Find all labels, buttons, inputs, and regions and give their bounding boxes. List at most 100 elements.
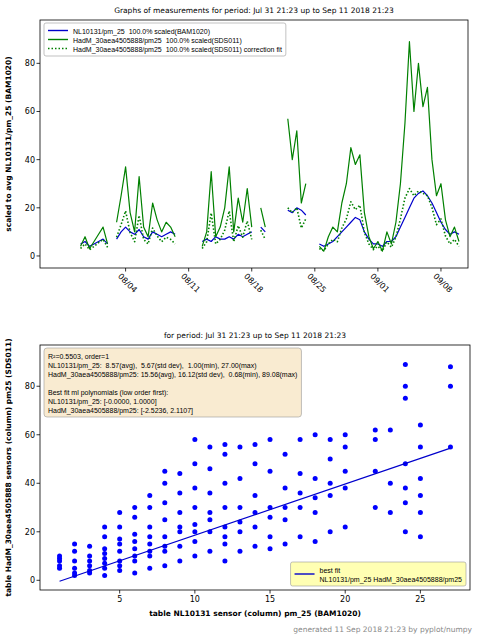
scatter-point (192, 539, 197, 544)
x-tick-label: 08/11 (179, 272, 202, 295)
scatter-point (268, 515, 273, 520)
scatter-point (418, 493, 423, 498)
y-tick-label: 60 (25, 431, 35, 440)
scatter-point (72, 571, 77, 576)
chart-title: for period: Jul 31 21:23 up to Sep 11 20… (164, 331, 346, 340)
y-tick (37, 531, 41, 532)
scatter-point (388, 510, 393, 515)
x-tick-label: 08/04 (116, 272, 139, 295)
scatter-point (162, 549, 167, 554)
scatter-point (162, 481, 167, 486)
chart-0: 02040608008/0408/1108/1808/2509/0109/08G… (4, 6, 468, 295)
y-tick-label: 80 (25, 59, 35, 68)
y-tick-label: 0 (30, 252, 35, 261)
scatter-point (313, 432, 318, 437)
y-tick (37, 580, 41, 581)
scatter-point (192, 437, 197, 442)
scatter-point (117, 524, 122, 529)
stats-text: HadM_30aea4505888/pm25: 15.56(avg), 16.1… (48, 371, 297, 379)
x-tick-label: 09/01 (368, 272, 391, 295)
scatter-point (117, 549, 122, 554)
y-tick (37, 111, 41, 112)
x-tick-label: 10 (190, 595, 200, 604)
stats-text: Best fit ml polynomials (low order first… (48, 389, 168, 397)
scatter-point (418, 510, 423, 515)
y-tick-label: 80 (25, 382, 35, 391)
scatter-point (132, 515, 137, 520)
stats-text: HadM_30aea4505888/pm25: [-2.5236, 2.1107… (48, 407, 193, 415)
legend-swatch (48, 48, 68, 50)
scatter-point (418, 423, 423, 428)
scatter-point (268, 437, 273, 442)
x-tick-label: 08/25 (305, 272, 328, 295)
scatter-point (177, 529, 182, 534)
scatter-point (102, 546, 107, 551)
scatter-point (117, 568, 122, 573)
series-line (81, 42, 459, 251)
scatter-point (162, 517, 167, 522)
legend-swatch (48, 30, 68, 31)
scatter-point (87, 544, 92, 549)
scatter-point (222, 481, 227, 486)
scatter-point (237, 529, 242, 534)
scatter-point (343, 432, 348, 437)
y-tick-label: 20 (25, 204, 35, 213)
scatter-point (117, 563, 122, 568)
x-tick (251, 268, 252, 272)
scatter-point (328, 481, 333, 486)
x-tick (125, 268, 126, 272)
scatter-point (313, 510, 318, 515)
scatter-point (132, 505, 137, 510)
scatter-point (207, 444, 212, 449)
scatter-point (313, 539, 318, 544)
scatter-point (343, 486, 348, 491)
scatter-point (147, 541, 152, 546)
scatter-point (72, 566, 77, 571)
scatter-point (207, 549, 212, 554)
scatter-point (117, 541, 122, 546)
x-tick-label: 25 (415, 595, 425, 604)
scatter-point (207, 517, 212, 522)
scatter-point (207, 490, 212, 495)
x-tick-label: 5 (117, 595, 122, 604)
footer: generated 11 Sep 2018 21:23 by pyplot/nu… (293, 625, 472, 634)
scatter-point (253, 493, 258, 498)
scatter-point (222, 442, 227, 447)
x-tick (345, 590, 346, 594)
scatter-point (147, 566, 152, 571)
scatter-point (162, 469, 167, 474)
scatter-point (177, 524, 182, 529)
y-axis-label: scaled to avg NL10131/pm_25 (BAM1020) (4, 56, 13, 231)
scatter-point (313, 476, 318, 481)
scatter-point (102, 524, 107, 529)
scatter-point (207, 510, 212, 515)
scatter-point (283, 517, 288, 522)
scatter-point (192, 461, 197, 466)
legend: best fitNL10131/pm_25 HadM_30aea4505888/… (291, 562, 466, 586)
scatter-point (147, 534, 152, 539)
x-tick (119, 590, 120, 594)
scatter-point (403, 500, 408, 505)
y-tick (37, 483, 41, 484)
scatter-point (283, 452, 288, 457)
y-tick (37, 207, 41, 208)
legend-box (291, 562, 466, 586)
scatter-point (87, 554, 92, 559)
scatter-point (177, 490, 182, 495)
x-tick-label: 09/08 (431, 272, 454, 295)
chart-title: Graphs of measurements for period: Jul 3… (114, 6, 394, 15)
scatter-point (132, 532, 137, 537)
scatter-point (403, 396, 408, 401)
scatter-point (162, 534, 167, 539)
scatter-point (117, 537, 122, 542)
scatter-point (192, 522, 197, 527)
scatter-point (192, 554, 197, 559)
x-tick (377, 268, 378, 272)
scatter-point (298, 505, 303, 510)
scatter-point (117, 510, 122, 515)
scatter-point (72, 549, 77, 554)
scatter-point (298, 471, 303, 476)
scatter-point (222, 541, 227, 546)
scatter-point (222, 534, 227, 539)
scatter-point (328, 437, 333, 442)
